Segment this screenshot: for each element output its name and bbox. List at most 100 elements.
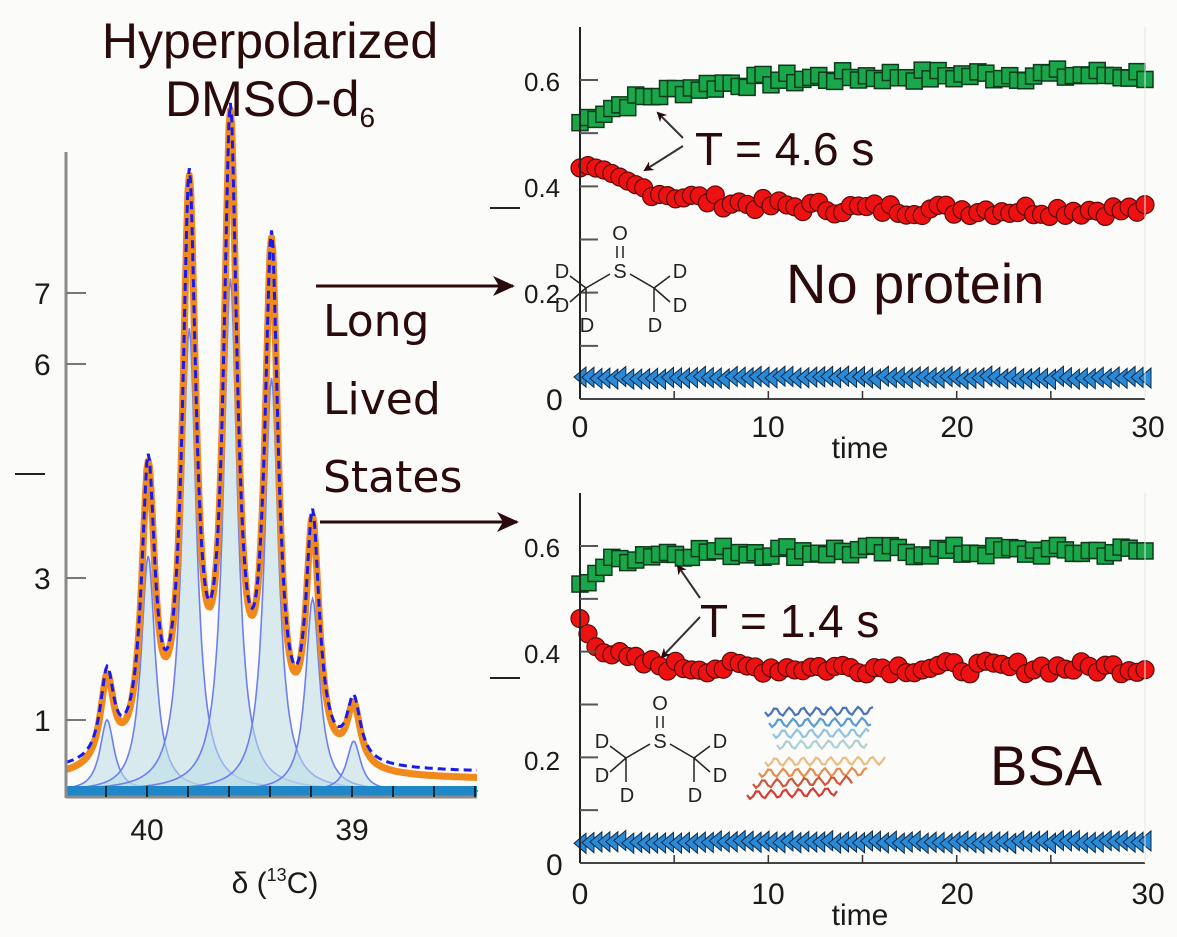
title-line-2: DMSO-d6 — [20, 70, 520, 147]
deuterium-atom: D — [713, 765, 727, 787]
no-protein-x-tick-label: 0 — [572, 411, 589, 444]
side-label-line-2: Lived — [323, 374, 441, 425]
spectrum-panel: 7 6 3 1 40 39 δ (13C) — [15, 102, 480, 900]
bsa-chart: 0 0.2 0.4 0.6 0 10 20 30 time T = 1.4 s … — [490, 493, 1165, 932]
bond — [569, 275, 587, 289]
bsa-annotation: T = 1.4 s — [700, 595, 879, 647]
deuterium-atom: D — [595, 731, 609, 753]
annotation-arrow-green — [676, 564, 701, 599]
bsa-x-tick-label: 20 — [940, 878, 973, 911]
protein-helix-ribbon — [746, 786, 838, 801]
spectrum-y-tick-label: 7 — [34, 278, 51, 311]
xlabel-main: δ ( — [232, 867, 267, 900]
no-protein-y-tick-label: 0.4 — [524, 173, 560, 203]
annotation-arrow-green — [656, 111, 684, 139]
no-protein-ticks — [580, 79, 1052, 399]
spectrum-y-tick-label: 1 — [34, 705, 51, 738]
bond — [653, 287, 671, 303]
side-label-line-1: Long — [323, 296, 430, 347]
protein-helix-ribbon — [768, 716, 872, 729]
no-protein-x-tick-label: 20 — [940, 411, 973, 444]
deuterium-atom: D — [673, 295, 687, 317]
bsa-y-tick-label: 0 — [546, 849, 563, 882]
deuterium-atom: D — [673, 261, 687, 283]
bond — [585, 273, 611, 289]
bsa-y-tick-label: 0.6 — [524, 533, 560, 563]
no-protein-red-series — [570, 156, 1155, 227]
no-protein-x-tick-label: 30 — [1131, 411, 1164, 444]
protein-helix-ribbon — [764, 755, 886, 768]
protein-helix-ribbon — [752, 774, 853, 790]
sulfur-atom: S — [613, 261, 626, 283]
bsa-y-tick-label: 0.2 — [524, 746, 560, 776]
deuterium-atom: D — [555, 261, 569, 283]
bond — [569, 287, 587, 303]
deuterium-atom: D — [648, 315, 662, 337]
no-protein-annotation: T = 4.6 s — [695, 123, 874, 175]
no-protein-blue-series — [573, 365, 1152, 391]
spectrum-component-peak — [65, 377, 478, 792]
bsa-x-axis-label: time — [832, 899, 889, 932]
side-label-line-3: States — [323, 452, 463, 503]
bsa-green-series — [571, 536, 1154, 593]
spectrum-y-tick-label: 6 — [34, 349, 51, 382]
no-protein-x-tick-label: 10 — [751, 411, 784, 444]
bond — [629, 273, 655, 289]
spectrum-x-minor-ticks — [105, 786, 476, 797]
figure-title: Hyperpolarized DMSO-d6 — [20, 12, 520, 147]
sulfur-atom: S — [653, 731, 666, 753]
bond — [693, 757, 711, 773]
no-protein-x-axis-label: time — [832, 432, 889, 465]
protein-helix-ribbon — [772, 727, 870, 740]
bond — [653, 275, 671, 289]
deuterium-atom: D — [555, 295, 569, 317]
spectrum-x-tick-label: 40 — [130, 814, 163, 847]
bond — [693, 745, 711, 759]
deuterium-atom: D — [713, 731, 727, 753]
spectrum-x-tick-label: 39 — [335, 814, 368, 847]
deuterium-atom: D — [580, 315, 594, 337]
spectrum-y-tick-label: 3 — [34, 563, 51, 596]
spectrum-x-axis-label: δ (13C) — [232, 865, 319, 900]
xlabel-superscript: 13 — [267, 865, 287, 885]
deuterium-atom: D — [688, 785, 702, 807]
spectrum-y-ticks: 7 6 3 1 — [15, 278, 86, 738]
bsa-blue-series — [573, 829, 1152, 855]
bond — [625, 743, 651, 759]
bond — [609, 757, 627, 773]
no-protein-y-tick-label: 0.6 — [524, 67, 560, 97]
oxygen-atom: O — [612, 223, 628, 245]
annotation-arrow-red — [660, 616, 701, 659]
title-subscript: 6 — [359, 102, 376, 133]
no-protein-label: No protein — [786, 252, 1044, 315]
bond — [609, 745, 627, 759]
no-protein-green-series — [571, 60, 1154, 132]
bsa-x-tick-label: 30 — [1131, 878, 1164, 911]
oxygen-atom: O — [652, 693, 668, 715]
bsa-x-tick-label: 0 — [572, 878, 589, 911]
deuterium-atom: D — [595, 765, 609, 787]
spectrum-baseline-band — [66, 786, 477, 797]
annotation-arrow-red — [643, 145, 684, 172]
title-line-1: Hyperpolarized — [101, 13, 439, 69]
protein-helix-ribbon — [758, 766, 868, 779]
bsa-y-tick-label: 0.4 — [524, 639, 560, 669]
protein-helix-ribbon — [776, 738, 868, 751]
no-protein-chart: 0 0.2 0.4 0.6 0 10 20 30 time T = 4.6 s … — [490, 27, 1165, 465]
no-protein-y-tick-label: 0 — [546, 384, 563, 417]
protein-helix-ribbon — [764, 705, 874, 718]
spectrum-fit-dashed-line — [65, 102, 477, 772]
bsa-x-tick-label: 10 — [751, 878, 784, 911]
deuterium-atom: D — [620, 785, 634, 807]
bsa-protein-ribbon-icon — [746, 705, 886, 801]
xlabel-end: C) — [287, 867, 319, 900]
bsa-red-series — [570, 608, 1155, 684]
bsa-ticks — [580, 545, 1052, 863]
bond — [669, 743, 695, 759]
bsa-label: BSA — [990, 734, 1103, 797]
title-main: DMSO-d — [164, 71, 360, 127]
side-label: Long Lived States — [323, 292, 462, 508]
